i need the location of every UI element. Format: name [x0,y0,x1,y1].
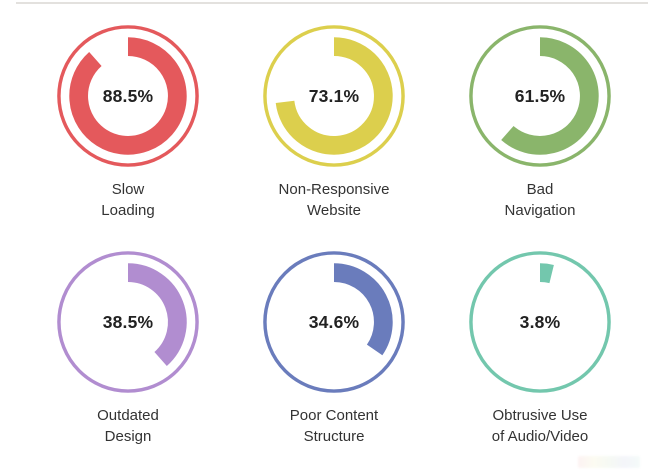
donut-label: Non-Responsive Website [279,179,390,221]
donut-label: Outdated Design [97,405,159,447]
window-top-border [16,2,648,4]
donut-label-line1: Non-Responsive [278,181,390,198]
donut-label: Bad Navigation [505,179,576,221]
donut-percentage: 73.1% [308,85,360,106]
donut-label-line2: Navigation [504,202,576,219]
donut-label-line2: of Audio/Video [491,428,589,445]
donut-ring: 73.1% [260,22,408,170]
donut-ring: 61.5% [466,22,614,170]
donut-ring: 88.5% [54,22,202,170]
donut-percentage: 88.5% [102,85,154,106]
donut-ring: 3.8% [466,248,614,396]
donut-chart-slow-loading: 88.5% Slow Loading [54,22,202,222]
donut-arc-svg [57,251,199,393]
donut-arc-svg [263,25,405,167]
charts-grid: 88.5% Slow Loading 73.1% Non-Responsive … [25,22,643,448]
donut-chart-poor-content-structure: 34.6% Poor Content Structure [260,248,408,448]
donut-arc-svg [263,251,405,393]
donut-label: Poor Content Structure [290,405,378,447]
donut-label-line1: Obtrusive Use [492,407,588,424]
donut-chart-non-responsive-website: 73.1% Non-Responsive Website [260,22,408,222]
donut-percentage: 38.5% [102,311,154,332]
donut-percentage: 61.5% [514,85,566,106]
donut-label-line1: Poor Content [289,407,379,424]
donut-label-line1: Slow [111,181,145,198]
donut-label-line1: Outdated [97,407,159,424]
donut-ring: 34.6% [260,248,408,396]
donut-label-line1: Bad [526,181,554,198]
donut-label-line2: Loading [101,202,155,219]
donut-label: Slow Loading [101,179,154,221]
donut-arc-svg [469,251,611,393]
donut-chart-obtrusive-audio-video: 3.8% Obtrusive Use of Audio/Video [466,248,614,448]
donut-arc-svg [57,25,199,167]
donut-percentage: 3.8% [519,311,561,332]
donut-label-line2: Structure [303,428,365,445]
donut-label-line2: Design [104,428,152,445]
donut-chart-bad-navigation: 61.5% Bad Navigation [466,22,614,222]
donut-arc-svg [469,25,611,167]
donut-label-line2: Website [307,202,361,219]
donut-ring: 38.5% [54,248,202,396]
donut-percentage: 34.6% [308,311,360,332]
donut-chart-outdated-design: 38.5% Outdated Design [54,248,202,448]
watermark-logo [578,456,640,468]
donut-label: Obtrusive Use of Audio/Video [492,405,588,447]
